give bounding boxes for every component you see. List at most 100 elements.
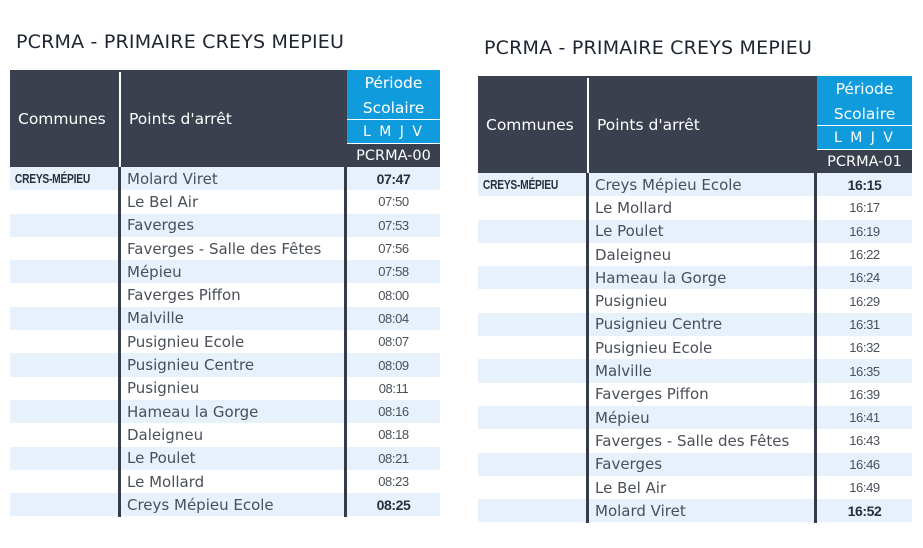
stop-name: Daleigneu	[595, 245, 672, 264]
departure-time: 08:09	[378, 357, 409, 373]
departure-time: 07:50	[378, 194, 409, 210]
periode-line2: Scolaire	[833, 105, 896, 123]
table-row: Faverges - Salle des Fêtes 07:56	[10, 237, 440, 260]
timetable-rows: CREYS-MÉPIEU Creys Mépieu Ecole 16:15 Le M…	[478, 173, 912, 523]
table-row: Pusignieu Centre 08:09	[10, 353, 440, 377]
table-row: Faverges - Salle des Fêtes 16:43	[478, 429, 912, 452]
stop-name: Malville	[127, 309, 184, 328]
stop-name: Le Bel Air	[127, 192, 199, 211]
table-row: Le Poulet 08:21	[10, 446, 440, 470]
header-divider	[119, 72, 121, 167]
table-row: Creys Mépieu Ecole 08:25	[10, 493, 440, 517]
header-communes: Communes	[18, 109, 106, 128]
column-divider	[344, 167, 347, 517]
table-row: Mépieu 07:58	[10, 260, 440, 284]
table-row: Le Bel Air 07:50	[10, 190, 440, 213]
departure-time: 07:47	[376, 170, 411, 187]
stop-name: Malville	[595, 362, 652, 381]
table-row: CREYS-MÉPIEU Creys Mépieu Ecole 16:15	[478, 173, 912, 197]
stop-name: Le Poulet	[127, 449, 196, 468]
stop-name: Daleigneu	[127, 425, 204, 444]
departure-time: 16:32	[849, 340, 880, 356]
periode-line1: Période	[835, 80, 894, 98]
header-route-code: PCRMA-00	[347, 143, 440, 167]
departure-time: 16:39	[849, 386, 880, 402]
stop-name: Creys Mépieu Ecole	[127, 495, 274, 514]
header-points-arret: Points d'arrêt	[129, 109, 232, 128]
commune-name: CREYS-MÉPIEU	[14, 171, 91, 186]
table-row: Le Mollard 08:23	[10, 470, 440, 493]
commune-name: CREYS-MÉPIEU	[482, 177, 559, 192]
header-communes: Communes	[486, 115, 574, 134]
departure-time: 16:46	[849, 456, 880, 472]
table-row: Malville 16:35	[478, 359, 912, 383]
periode-line2: Scolaire	[362, 99, 425, 117]
column-divider	[118, 167, 121, 517]
departure-time: 16:52	[847, 502, 882, 519]
table-row: CREYS-MÉPIEU Molard Viret 07:47	[10, 167, 440, 191]
table-row: Daleigneu 08:18	[10, 423, 440, 446]
stop-name: Faverges Piffon	[127, 286, 241, 305]
table-row: Hameau la Gorge 08:16	[10, 399, 440, 424]
departure-time: 08:23	[378, 474, 409, 489]
stop-name: Pusignieu	[595, 292, 668, 311]
table-row: Pusignieu Ecole 08:07	[10, 330, 440, 353]
departure-time: 08:11	[378, 380, 409, 396]
column-divider	[586, 173, 589, 523]
stop-name: Pusignieu Centre	[595, 315, 723, 334]
header-divider	[587, 78, 589, 173]
stop-name: Mépieu	[127, 262, 182, 281]
header-route-code: PCRMA-01	[817, 149, 912, 173]
departure-time: 08:04	[378, 310, 409, 326]
table-row: Le Bel Air 16:49	[478, 476, 912, 499]
departure-time: 08:00	[378, 287, 409, 303]
departure-time: 08:16	[378, 404, 409, 420]
departure-time: 08:21	[378, 450, 409, 466]
header-days: L M J V	[347, 119, 440, 144]
departure-time: 16:49	[849, 480, 880, 495]
table-row: Daleigneu 16:22	[478, 243, 912, 266]
departure-time: 16:43	[849, 433, 880, 449]
departure-time: 16:19	[849, 223, 880, 239]
table-row: Pusignieu Centre 16:31	[478, 312, 912, 337]
table-row: Faverges Piffon 16:39	[478, 383, 912, 406]
stop-name: Pusignieu	[127, 379, 200, 398]
departure-time: 08:18	[378, 427, 409, 443]
header-background	[10, 70, 347, 167]
table-row: Faverges 07:53	[10, 213, 440, 237]
header-periode-scolaire: Période Scolaire L M J V	[347, 70, 440, 144]
stop-name: Molard Viret	[595, 501, 686, 520]
departure-time: 07:53	[378, 217, 409, 233]
table-row: Pusignieu Ecole 16:32	[478, 336, 912, 359]
table-row: Pusignieu 08:11	[10, 377, 440, 400]
header-background	[478, 76, 817, 173]
header-periode-scolaire: Période Scolaire L M J V	[817, 76, 912, 150]
stop-name: Faverges	[595, 455, 663, 474]
periode-line1: Période	[364, 74, 423, 92]
table-title: PCRMA - PRIMAIRE CREYS MEPIEU	[16, 31, 345, 53]
table-row: Pusignieu 16:29	[478, 289, 912, 312]
table-row: Mépieu 16:41	[478, 405, 912, 430]
stop-name: Molard Viret	[127, 169, 218, 188]
stop-name: Faverges - Salle des Fêtes	[595, 431, 790, 450]
departure-time: 16:17	[849, 200, 880, 216]
table-row: Malville 08:04	[10, 306, 440, 331]
table-row: Faverges Piffon 08:00	[10, 283, 440, 306]
stop-name: Le Mollard	[595, 198, 673, 217]
departure-time: 16:22	[849, 247, 880, 263]
table-row: Le Mollard 16:17	[478, 196, 912, 219]
stop-name: Hameau la Gorge	[595, 268, 727, 287]
departure-time: 16:24	[849, 270, 880, 286]
table-row: Molard Viret 16:52	[478, 499, 912, 523]
column-divider	[814, 173, 817, 523]
table-row: Faverges 16:46	[478, 452, 912, 476]
stop-name: Faverges - Salle des Fêtes	[127, 239, 322, 258]
header-points-arret: Points d'arrêt	[597, 115, 700, 134]
stop-name: Faverges	[127, 216, 195, 235]
stop-name: Pusignieu Ecole	[127, 332, 245, 351]
stop-name: Le Bel Air	[595, 478, 667, 497]
departure-time: 08:07	[378, 334, 409, 350]
header-days: L M J V	[817, 125, 912, 150]
stop-name: Le Poulet	[595, 222, 664, 241]
departure-time: 08:25	[376, 496, 411, 513]
